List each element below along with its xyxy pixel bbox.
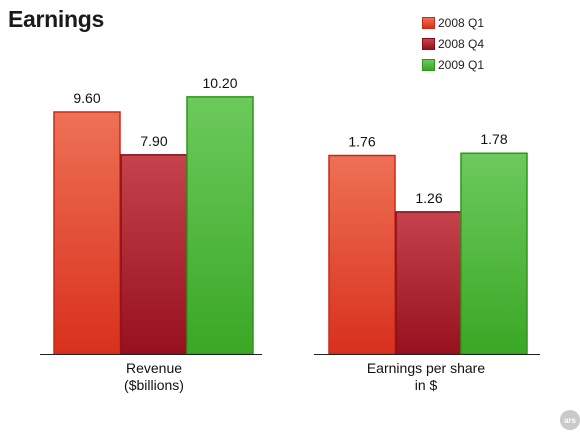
data-label-eps-2008-q1: 1.76 [348, 134, 375, 150]
legend-label-2009-q1: 2009 Q1 [438, 57, 485, 72]
bar-revenue-2008-q1 [53, 111, 121, 355]
legend-swatch-2008-q1 [422, 16, 435, 29]
ars-logo: ars [560, 410, 580, 430]
legend-label-2008-q4: 2008 Q4 [438, 36, 485, 51]
axis-label-eps-line-2: in $ [415, 377, 438, 393]
bar-revenue-2009-q1 [186, 96, 254, 355]
chart-title: Earnings [8, 6, 105, 32]
bar-eps-2008-q1 [328, 154, 396, 355]
data-label-eps-2008-q4: 1.26 [415, 190, 442, 206]
legend-item-2009-q1: 2009 Q1 [422, 54, 484, 75]
bar-eps-2008-q4 [395, 211, 463, 355]
axis-label-eps-line-1: Earnings per share [367, 360, 486, 376]
axis-label-revenue-line-1: Revenue [126, 360, 182, 376]
legend: 2008 Q1 2008 Q4 2009 Q1 [422, 12, 484, 75]
bar-revenue-2008-q4 [120, 154, 188, 355]
axis-label-revenue-line-2: ($billions) [124, 377, 184, 393]
data-label-revenue-2008-q1: 9.60 [73, 90, 100, 106]
data-label-eps-2009-q1: 1.78 [480, 131, 507, 147]
legend-swatch-2008-q4 [422, 37, 435, 50]
legend-item-2008-q1: 2008 Q1 [422, 12, 484, 33]
data-label-revenue-2008-q4: 7.90 [140, 133, 167, 149]
data-label-revenue-2009-q1: 10.20 [202, 75, 237, 91]
legend-item-2008-q4: 2008 Q4 [422, 33, 484, 54]
legend-swatch-2009-q1 [422, 58, 435, 71]
bar-eps-2009-q1 [460, 152, 528, 355]
legend-label-2008-q1: 2008 Q1 [438, 15, 485, 30]
